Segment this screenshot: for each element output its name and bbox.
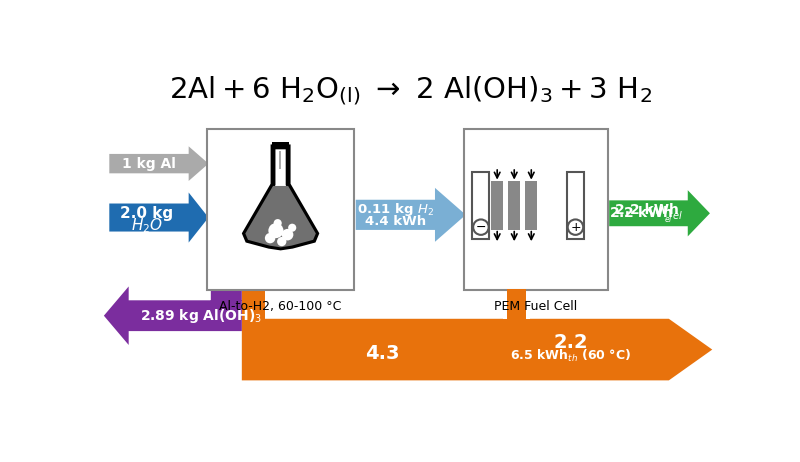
FancyBboxPatch shape	[464, 128, 608, 290]
Bar	[272, 142, 290, 147]
Text: $_{el}$: $_{el}$	[664, 213, 673, 225]
Text: 1 kg Al: 1 kg Al	[122, 157, 176, 170]
Bar	[521, 181, 525, 230]
Text: $H_2O$: $H_2O$	[131, 216, 163, 235]
FancyBboxPatch shape	[567, 172, 584, 239]
Circle shape	[288, 224, 296, 232]
Circle shape	[568, 219, 583, 235]
Text: 4.4 kWh: 4.4 kWh	[365, 215, 426, 228]
Text: Al-to-H2, 60-100 °C: Al-to-H2, 60-100 °C	[219, 299, 342, 312]
Bar	[508, 181, 521, 230]
Text: 4.3: 4.3	[366, 344, 400, 363]
Text: 2.2 kWh$_{el}$: 2.2 kWh$_{el}$	[610, 205, 683, 222]
Text: 2.2 kWh: 2.2 kWh	[614, 203, 678, 217]
Bar	[279, 152, 281, 169]
FancyBboxPatch shape	[207, 128, 354, 290]
Bar	[507, 289, 526, 321]
Bar	[503, 294, 530, 319]
Text: +: +	[570, 221, 581, 234]
Bar	[242, 289, 265, 321]
Polygon shape	[110, 193, 209, 243]
Circle shape	[268, 223, 283, 238]
Bar	[503, 181, 508, 230]
Bar	[525, 181, 538, 230]
FancyBboxPatch shape	[472, 172, 490, 239]
Text: 2.89 kg Al(OH)$_3$: 2.89 kg Al(OH)$_3$	[140, 307, 262, 325]
Polygon shape	[246, 186, 316, 247]
Circle shape	[265, 233, 275, 243]
Polygon shape	[110, 146, 209, 181]
Bar	[491, 181, 566, 230]
Text: 2.2: 2.2	[554, 333, 588, 352]
Text: 0.11 kg $H_2$: 0.11 kg $H_2$	[357, 201, 434, 218]
Circle shape	[473, 219, 489, 235]
Text: PEM Fuel Cell: PEM Fuel Cell	[494, 299, 578, 312]
Bar	[491, 181, 503, 230]
Polygon shape	[242, 319, 712, 380]
Circle shape	[277, 237, 286, 246]
Text: $\mathregular{2Al + 6\ H_2O_{(l)}\ \rightarrow\ 2\ Al(OH)_3 + 3\ H_2}$: $\mathregular{2Al + 6\ H_2O_{(l)}\ \righ…	[169, 73, 651, 107]
Circle shape	[274, 219, 282, 227]
Polygon shape	[609, 190, 710, 237]
Text: 6.5 kWh$_{th}$ (60 °C): 6.5 kWh$_{th}$ (60 °C)	[510, 348, 631, 364]
Text: −: −	[476, 221, 486, 234]
Text: 2.0 kg: 2.0 kg	[121, 206, 174, 221]
Polygon shape	[245, 147, 317, 248]
Circle shape	[282, 229, 294, 240]
Polygon shape	[356, 188, 466, 242]
Polygon shape	[104, 286, 242, 345]
